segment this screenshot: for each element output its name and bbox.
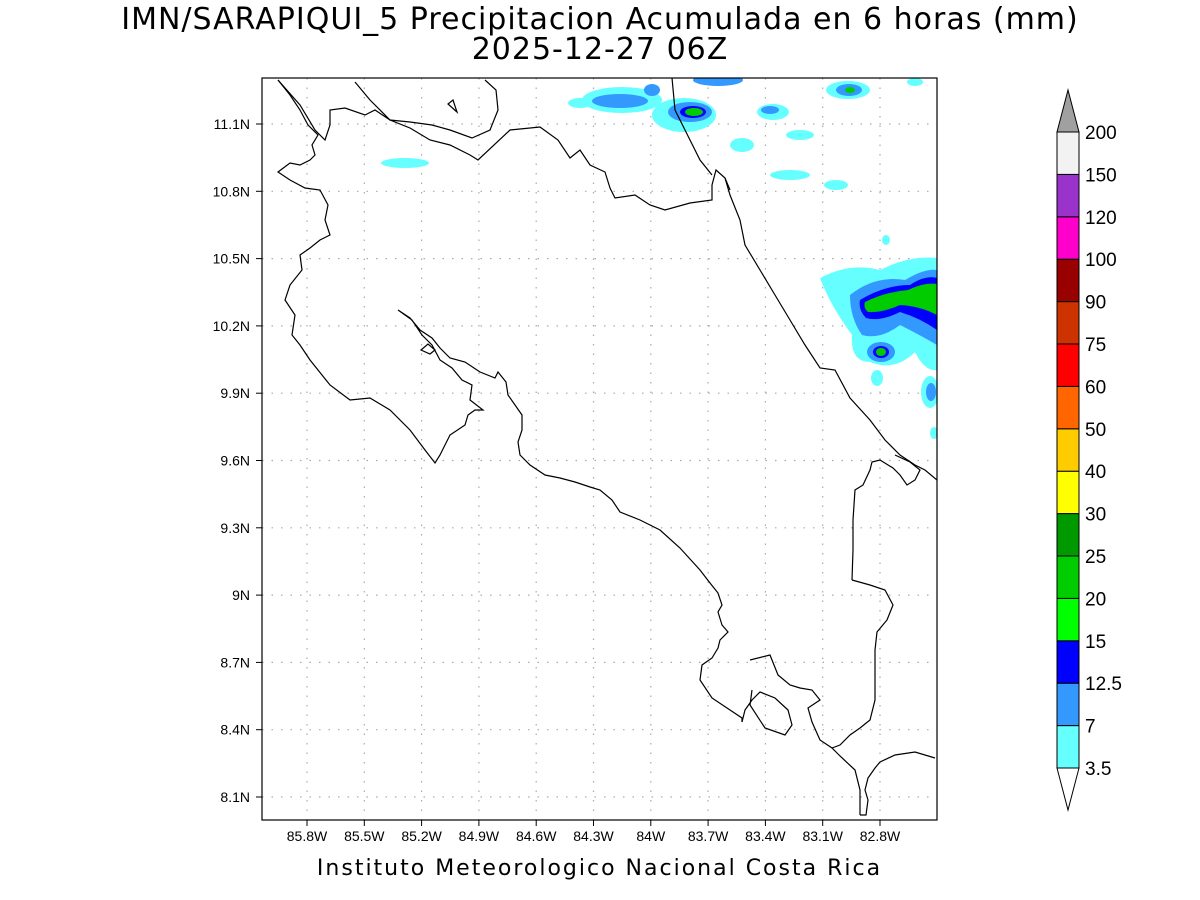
colorbar-bottom-arrow: [1056, 767, 1080, 812]
lake-nicaragua-shore: [354, 79, 499, 139]
lake-island: [447, 98, 459, 114]
lon-tick-label: 84W: [636, 828, 666, 844]
precip-cell: [907, 78, 923, 86]
colorbar-swatch: [1056, 640, 1080, 684]
colorbar-level-label: 75: [1085, 335, 1106, 356]
lat-tick-label: 9.9N: [220, 385, 250, 401]
lat-tick-label: 10.8N: [213, 183, 250, 199]
plot-frame: [261, 77, 938, 821]
colorbar-swatch: [1056, 597, 1080, 642]
colorbar-level-label: 15: [1085, 632, 1106, 653]
colorbar-swatch: [1056, 682, 1080, 727]
panama-border: [851, 454, 921, 581]
precip-cell: [381, 158, 429, 168]
lon-tick-label: 83.1W: [802, 828, 843, 844]
precip-cell: [770, 170, 810, 180]
precip-cell: [824, 180, 848, 190]
colorbar-level-label: 120: [1085, 208, 1117, 229]
burica-peninsula: [860, 751, 936, 816]
colorbar-swatch: [1056, 513, 1080, 557]
lat-tick-label: 10.5N: [213, 251, 250, 267]
lat-tick-label: 8.1N: [220, 789, 250, 805]
colorbar-level-label: 12.5: [1085, 674, 1122, 695]
colorbar-swatch: [1056, 428, 1080, 472]
nicaragua-coastline: [277, 79, 731, 211]
colorbar-swatch: [1056, 555, 1080, 599]
nicaragua-border: [671, 78, 713, 176]
lon-tick-label: 84.3W: [573, 828, 614, 844]
colorbar-swatch: [1056, 131, 1080, 175]
colorbar-swatch: [1056, 173, 1080, 218]
precip-cell: [882, 235, 890, 245]
lat-tick-label: 8.4N: [220, 722, 250, 738]
colorbar-swatch: [1056, 258, 1080, 303]
colorbar-swatch: [1056, 385, 1080, 430]
precipitation-areas: [381, 78, 937, 439]
map-title: IMN/SARAPIQUI_5 Precipitacion Acumulada …: [121, 2, 1079, 37]
colorbar-level-label: 100: [1085, 250, 1117, 271]
lon-tick-label: 83.4W: [745, 828, 786, 844]
colorbar-swatch: [1056, 470, 1080, 515]
precip-cell: [930, 427, 937, 439]
map-grid: [262, 78, 937, 820]
panama-pacific-border: [831, 579, 894, 749]
colorbar-top-arrow: [1056, 88, 1080, 133]
colorbar-legend: 3.5 7 12.5 15 20 25 30 40 50 60 75 90 100 120 150 200: [1056, 88, 1122, 812]
lon-tick-label: 83.7W: [688, 828, 729, 844]
colorbar-swatch: [1056, 343, 1080, 387]
osa-peninsula: [741, 689, 793, 736]
colorbar-swatch: [1056, 725, 1080, 769]
lat-tick-label: 9.3N: [220, 520, 250, 536]
coastlines: [276, 78, 937, 816]
lon-tick-label: 85.2W: [401, 828, 442, 844]
precip-cell: [592, 94, 648, 108]
costa-rica-pacific-coast: [276, 79, 743, 722]
lon-tick-label: 85.5W: [344, 828, 385, 844]
footer-credit: Instituto Meteorologico Nacional Costa R…: [316, 856, 883, 881]
precip-cell: [845, 87, 855, 93]
precip-cell: [644, 84, 660, 96]
precip-cell: [730, 138, 754, 152]
colorbar-level-label: 50: [1085, 420, 1106, 441]
colorbar-level-label: 200: [1085, 123, 1117, 144]
precip-cell: [876, 348, 886, 356]
golfo-dulce-coast: [749, 654, 861, 815]
colorbar-level-label: 40: [1085, 462, 1106, 483]
lon-tick-label: 84.9W: [459, 828, 500, 844]
colorbar-swatch: [1056, 301, 1080, 345]
lat-tick-label: 8.7N: [220, 654, 250, 670]
precip-cell: [685, 108, 703, 116]
map-subtitle-datetime: 2025-12-27 06Z: [471, 32, 729, 67]
precip-cell: [761, 106, 779, 114]
caribbean-coast: [724, 177, 937, 481]
lon-tick-label: 84.6W: [516, 828, 557, 844]
latitude-labels: 11.1N 10.8N 10.5N 10.2N 9.9N 9.6N 9.3N 9N 8.7N 8.…: [213, 116, 262, 805]
longitude-labels: 85.8W 85.5W 85.2W 84.9W 84.6W 84.3W 84W 83.7W 83…: [287, 820, 901, 844]
colorbar-level-label: 7: [1085, 717, 1096, 738]
lat-tick-label: 11.1N: [214, 116, 250, 132]
lat-tick-label: 9N: [232, 587, 250, 603]
colorbar-swatch: [1056, 216, 1080, 260]
colorbar-level-label: 30: [1085, 505, 1106, 526]
lon-tick-label: 85.8W: [287, 828, 328, 844]
colorbar-level-label: 3.5: [1085, 759, 1111, 780]
lat-tick-label: 10.2N: [213, 318, 250, 334]
lat-tick-label: 9.6N: [220, 453, 250, 469]
precip-cell: [693, 78, 743, 86]
colorbar-level-label: 25: [1085, 547, 1106, 568]
precip-cell: [864, 283, 937, 315]
nicoya-gulf-island: [419, 343, 436, 355]
precip-cell: [786, 130, 814, 140]
precip-cell: [926, 383, 936, 401]
colorbar-level-label: 20: [1085, 589, 1106, 610]
lon-tick-label: 82.8W: [860, 828, 901, 844]
precip-cell: [871, 370, 883, 386]
colorbar-level-label: 90: [1085, 293, 1106, 314]
colorbar-level-label: 150: [1085, 165, 1117, 186]
colorbar-level-label: 60: [1085, 377, 1106, 398]
